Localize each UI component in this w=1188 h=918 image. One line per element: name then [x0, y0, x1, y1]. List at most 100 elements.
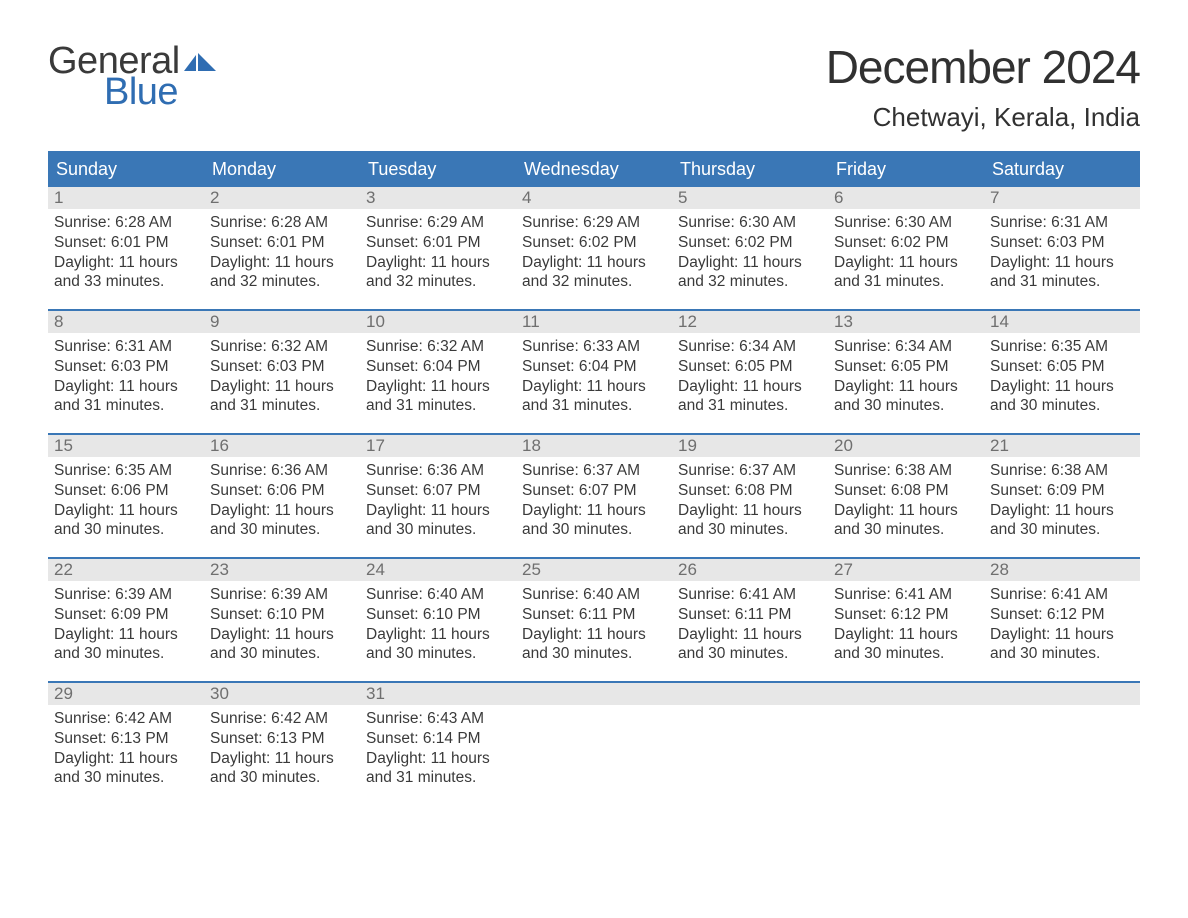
- daylight-text: Daylight: 11 hours and 30 minutes.: [990, 377, 1134, 417]
- calendar-day: 9Sunrise: 6:32 AMSunset: 6:03 PMDaylight…: [204, 311, 360, 433]
- sunrise-text: Sunrise: 6:37 AM: [678, 461, 822, 481]
- daylight-text: Daylight: 11 hours and 32 minutes.: [210, 253, 354, 293]
- sunrise-text: Sunrise: 6:42 AM: [54, 709, 198, 729]
- day-body: Sunrise: 6:40 AMSunset: 6:11 PMDaylight:…: [516, 581, 672, 664]
- sunrise-text: Sunrise: 6:39 AM: [210, 585, 354, 605]
- day-number-row: 2: [204, 187, 360, 209]
- day-of-week-header: Sunday Monday Tuesday Wednesday Thursday…: [48, 153, 1140, 187]
- day-number-row: [828, 683, 984, 705]
- sunset-text: Sunset: 6:03 PM: [210, 357, 354, 377]
- day-body: Sunrise: 6:28 AMSunset: 6:01 PMDaylight:…: [204, 209, 360, 292]
- day-number: 5: [672, 188, 687, 208]
- day-number-row: 12: [672, 311, 828, 333]
- daylight-text: Daylight: 11 hours and 30 minutes.: [54, 625, 198, 665]
- calendar-day: 16Sunrise: 6:36 AMSunset: 6:06 PMDayligh…: [204, 435, 360, 557]
- day-number-row: [516, 683, 672, 705]
- day-number-row: 10: [360, 311, 516, 333]
- day-body: Sunrise: 6:30 AMSunset: 6:02 PMDaylight:…: [828, 209, 984, 292]
- day-number-row: [672, 683, 828, 705]
- day-number-row: 28: [984, 559, 1140, 581]
- daylight-text: Daylight: 11 hours and 31 minutes.: [990, 253, 1134, 293]
- sunset-text: Sunset: 6:10 PM: [366, 605, 510, 625]
- sunset-text: Sunset: 6:04 PM: [366, 357, 510, 377]
- day-number: 28: [984, 560, 1009, 580]
- day-body: Sunrise: 6:42 AMSunset: 6:13 PMDaylight:…: [204, 705, 360, 788]
- calendar-week: 8 Sunrise: 6:31 AM Sunset: 6:03 PM Daylight…: [48, 309, 1140, 433]
- sunset-text: Sunset: 6:01 PM: [210, 233, 354, 253]
- sunset-text: Sunset: 6:07 PM: [522, 481, 666, 501]
- day-body: Sunrise: 6:34 AMSunset: 6:05 PMDaylight:…: [672, 333, 828, 416]
- daylight-text: Daylight: 11 hours and 30 minutes.: [678, 625, 822, 665]
- day-number: 10: [360, 312, 385, 332]
- location-label: Chetwayi, Kerala, India: [826, 102, 1140, 133]
- day-number: 31: [360, 684, 385, 704]
- calendar-day: 29 Sunrise: 6:42 AMSunset: 6:13 PMDayligh…: [48, 683, 204, 805]
- calendar-day: 24Sunrise: 6:40 AMSunset: 6:10 PMDayligh…: [360, 559, 516, 681]
- day-body: Sunrise: 6:28 AMSunset: 6:01 PMDaylight:…: [48, 209, 204, 292]
- calendar-day: 13Sunrise: 6:34 AMSunset: 6:05 PMDayligh…: [828, 311, 984, 433]
- day-number: 22: [48, 560, 73, 580]
- sunset-text: Sunset: 6:13 PM: [54, 729, 198, 749]
- logo: General Blue: [48, 40, 218, 114]
- daylight-text: Daylight: 11 hours and 32 minutes.: [522, 253, 666, 293]
- calendar-day: 8Sunrise: 6:31 AMSunset: 6:03 PMDaylight…: [48, 311, 204, 433]
- calendar-day: 22Sunrise: 6:39 AMSunset: 6:09 PMDayligh…: [48, 559, 204, 681]
- sunset-text: Sunset: 6:11 PM: [678, 605, 822, 625]
- day-number: 15: [48, 436, 73, 456]
- calendar-day: 23Sunrise: 6:39 AMSunset: 6:10 PMDayligh…: [204, 559, 360, 681]
- day-number-row: 8: [48, 311, 204, 333]
- day-number: 17: [360, 436, 385, 456]
- calendar-day: [516, 683, 672, 805]
- daylight-text: Daylight: 11 hours and 32 minutes.: [366, 253, 510, 293]
- sunset-text: Sunset: 6:09 PM: [990, 481, 1134, 501]
- calendar-day: 5Sunrise: 6:30 AMSunset: 6:02 PMDaylight…: [672, 187, 828, 309]
- calendar-day: 14Sunrise: 6:35 AMSunset: 6:05 PMDayligh…: [984, 311, 1140, 433]
- calendar-day: 12Sunrise: 6:34 AMSunset: 6:05 PMDayligh…: [672, 311, 828, 433]
- day-number: 21: [984, 436, 1009, 456]
- day-body: Sunrise: 6:39 AMSunset: 6:09 PMDaylight:…: [48, 581, 204, 664]
- sunrise-text: Sunrise: 6:36 AM: [366, 461, 510, 481]
- daylight-text: Daylight: 11 hours and 31 minutes.: [678, 377, 822, 417]
- day-body: Sunrise: 6:32 AMSunset: 6:04 PMDaylight:…: [360, 333, 516, 416]
- daylight-text: Daylight: 11 hours and 30 minutes.: [210, 749, 354, 789]
- calendar-day: 17Sunrise: 6:36 AMSunset: 6:07 PMDayligh…: [360, 435, 516, 557]
- sunrise-text: Sunrise: 6:41 AM: [834, 585, 978, 605]
- calendar-day: 25Sunrise: 6:40 AMSunset: 6:11 PMDayligh…: [516, 559, 672, 681]
- day-body: Sunrise: 6:32 AMSunset: 6:03 PMDaylight:…: [204, 333, 360, 416]
- calendar-day: 31Sunrise: 6:43 AMSunset: 6:14 PMDayligh…: [360, 683, 516, 805]
- sunset-text: Sunset: 6:02 PM: [678, 233, 822, 253]
- sunrise-text: Sunrise: 6:38 AM: [990, 461, 1134, 481]
- day-number: 3: [360, 188, 375, 208]
- sunset-text: Sunset: 6:01 PM: [54, 233, 198, 253]
- logo-text-blue: Blue: [104, 71, 218, 114]
- day-body: Sunrise: 6:34 AMSunset: 6:05 PMDaylight:…: [828, 333, 984, 416]
- sunrise-text: Sunrise: 6:43 AM: [366, 709, 510, 729]
- daylight-text: Daylight: 11 hours and 30 minutes.: [54, 749, 198, 789]
- daylight-text: Daylight: 11 hours and 31 minutes.: [366, 377, 510, 417]
- day-number-row: 20: [828, 435, 984, 457]
- day-number: 26: [672, 560, 697, 580]
- sunrise-text: Sunrise: 6:31 AM: [54, 337, 198, 357]
- sunrise-text: Sunrise: 6:28 AM: [54, 213, 198, 233]
- daylight-text: Daylight: 11 hours and 30 minutes.: [678, 501, 822, 541]
- calendar-day: 26Sunrise: 6:41 AMSunset: 6:11 PMDayligh…: [672, 559, 828, 681]
- day-number: 11: [516, 312, 540, 332]
- day-number: 9: [204, 312, 219, 332]
- day-number: 25: [516, 560, 541, 580]
- sunset-text: Sunset: 6:09 PM: [54, 605, 198, 625]
- daylight-text: Daylight: 11 hours and 30 minutes.: [54, 501, 198, 541]
- day-body: Sunrise: 6:33 AMSunset: 6:04 PMDaylight:…: [516, 333, 672, 416]
- day-number: 13: [828, 312, 853, 332]
- daylight-text: Daylight: 11 hours and 31 minutes.: [366, 749, 510, 789]
- day-number-row: 22: [48, 559, 204, 581]
- calendar-page: General Blue December 2024 Chetwayi, Ker…: [0, 0, 1188, 845]
- day-number: 29: [48, 684, 73, 704]
- sunrise-text: Sunrise: 6:42 AM: [210, 709, 354, 729]
- sunset-text: Sunset: 6:06 PM: [54, 481, 198, 501]
- day-number: 27: [828, 560, 853, 580]
- sunrise-text: Sunrise: 6:40 AM: [522, 585, 666, 605]
- sunset-text: Sunset: 6:04 PM: [522, 357, 666, 377]
- day-number-row: [984, 683, 1140, 705]
- calendar-day: 10Sunrise: 6:32 AMSunset: 6:04 PMDayligh…: [360, 311, 516, 433]
- day-body: Sunrise: 6:31 AMSunset: 6:03 PMDaylight:…: [984, 209, 1140, 292]
